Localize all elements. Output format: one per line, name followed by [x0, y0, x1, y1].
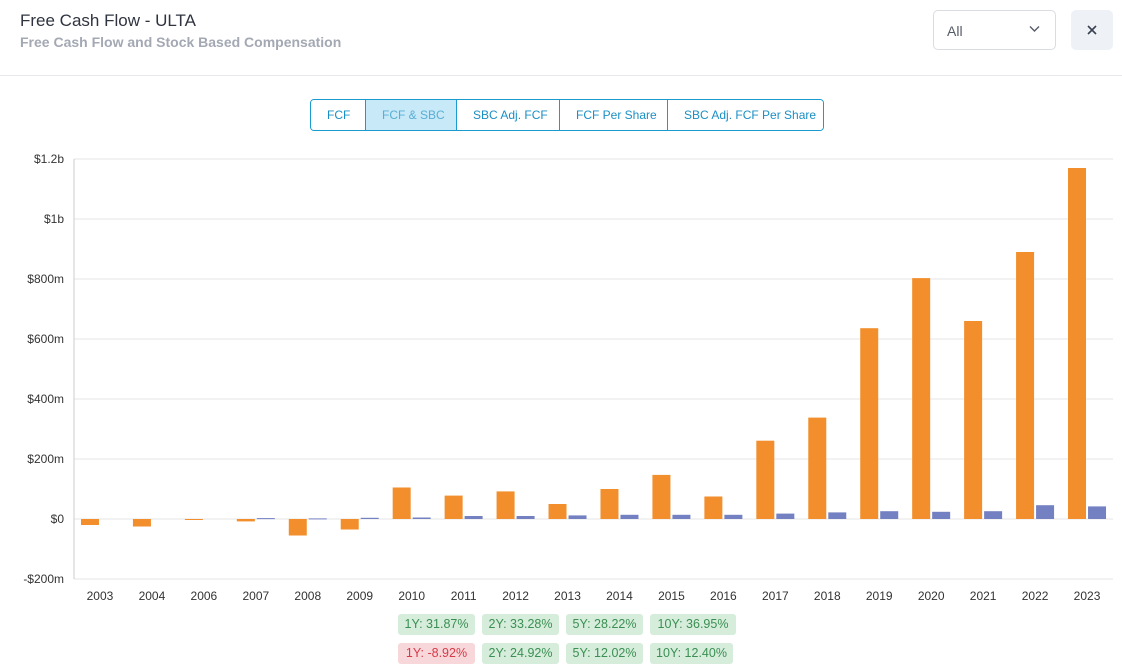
sbc-bar [1088, 506, 1107, 519]
x-tick-label: 2003 [87, 589, 114, 603]
fcf-bar [392, 487, 411, 519]
close-icon [1087, 25, 1097, 35]
x-tick-label: 2023 [1074, 589, 1101, 603]
sbc-bar [828, 512, 847, 519]
fcf-bar [860, 328, 879, 519]
x-tick-label: 2006 [191, 589, 218, 603]
tab-fcf-per-share[interactable]: FCF Per Share [560, 100, 668, 130]
fcf-growth-2y-badge: 2Y: 33.28% [482, 614, 559, 635]
sbc-bar [724, 514, 743, 519]
sbc-bar [776, 513, 795, 519]
tab-fcf[interactable]: FCF [311, 100, 366, 130]
x-tick-label: 2011 [451, 589, 477, 603]
fcf-bar [80, 519, 99, 525]
fcf-growth-1y-badge: 1Y: 31.87% [398, 614, 475, 635]
page-title: Free Cash Flow - ULTA [20, 11, 197, 30]
sbc-bar [308, 518, 327, 520]
fcf-bar [1068, 168, 1087, 519]
fcf-bar [1016, 252, 1035, 519]
period-select-value: All [947, 23, 963, 39]
x-tick-label: 2004 [139, 589, 166, 603]
sbc-bar [360, 517, 379, 519]
x-tick-label: 2007 [242, 589, 269, 603]
sbc-growth-1y-badge: 1Y: -8.92% [398, 643, 475, 664]
sbc-bar [932, 511, 951, 519]
x-tick-label: 2013 [554, 589, 581, 603]
sbc-bar [620, 514, 639, 519]
y-tick-label: $600m [27, 332, 64, 346]
sbc-bar [516, 516, 535, 519]
sbc-bar [568, 515, 587, 519]
fcf-bar [184, 519, 203, 520]
fcf-bar [756, 440, 775, 519]
fcf-growth-10y-badge: 10Y: 36.95% [650, 614, 736, 635]
sbc-bar [464, 516, 483, 519]
chart-mode-tabs: FCF FCF & SBC SBC Adj. FCF FCF Per Share… [310, 99, 824, 131]
sbc-bar [1036, 505, 1055, 519]
x-tick-label: 2017 [762, 589, 789, 603]
fcf-bar [600, 489, 619, 519]
x-tick-label: 2020 [918, 589, 945, 603]
fcf-bar [444, 495, 463, 519]
x-tick-label: 2012 [502, 589, 529, 603]
tab-sbc-adj-fcf[interactable]: SBC Adj. FCF [457, 100, 560, 130]
sbc-growth-2y-badge: 2Y: 24.92% [482, 643, 559, 664]
fcf-bar [548, 504, 567, 519]
x-tick-label: 2008 [294, 589, 321, 603]
close-button[interactable] [1071, 10, 1113, 50]
fcf-bar [288, 519, 307, 536]
period-select[interactable]: All [933, 10, 1056, 50]
x-tick-label: 2015 [658, 589, 685, 603]
sbc-bar [984, 511, 1003, 519]
y-tick-label: $1.2b [34, 152, 64, 166]
fcf-bar [496, 491, 515, 519]
x-tick-label: 2016 [710, 589, 737, 603]
fcf-bar [912, 278, 931, 519]
fcf-growth-5y-badge: 5Y: 28.22% [566, 614, 643, 635]
sbc-bar [880, 511, 899, 519]
chevron-down-icon [1029, 26, 1040, 32]
sbc-growth-5y-badge: 5Y: 12.02% [566, 643, 643, 664]
sbc-bar [672, 514, 691, 519]
x-tick-label: 2022 [1022, 589, 1049, 603]
x-tick-label: 2009 [346, 589, 373, 603]
fcf-bar [652, 474, 671, 519]
y-tick-label: $400m [27, 392, 64, 406]
fcf-bar [236, 519, 255, 522]
sbc-bar [256, 518, 275, 520]
y-tick-label: $200m [27, 452, 64, 466]
tab-sbc-adj-fcf-per-share[interactable]: SBC Adj. FCF Per Share [668, 100, 823, 130]
sbc-growth-10y-badge: 10Y: 12.40% [650, 643, 733, 664]
fcf-bar [808, 417, 827, 519]
sbc-bar [412, 517, 431, 519]
x-tick-label: 2014 [606, 589, 633, 603]
header: Free Cash Flow - ULTA Free Cash Flow and… [0, 0, 1122, 76]
fcf-bar [964, 321, 983, 519]
y-tick-label: $1b [44, 212, 64, 226]
y-tick-label: $800m [27, 272, 64, 286]
page-subtitle: Free Cash Flow and Stock Based Compensat… [20, 34, 342, 50]
x-tick-label: 2021 [970, 589, 997, 603]
x-tick-label: 2010 [398, 589, 425, 603]
fcf-bar [132, 519, 151, 527]
y-tick-label: $0 [51, 512, 65, 526]
tab-fcf-sbc[interactable]: FCF & SBC [366, 100, 457, 130]
x-tick-label: 2019 [866, 589, 893, 603]
fcf-bar [704, 496, 723, 519]
x-tick-label: 2018 [814, 589, 841, 603]
fcf-sbc-bar-chart: -$200m $0 $200m $400m $600m $800m $1b $1.2b 2003… [23, 152, 1113, 603]
fcf-bar [340, 519, 359, 530]
y-tick-label: -$200m [23, 572, 64, 586]
